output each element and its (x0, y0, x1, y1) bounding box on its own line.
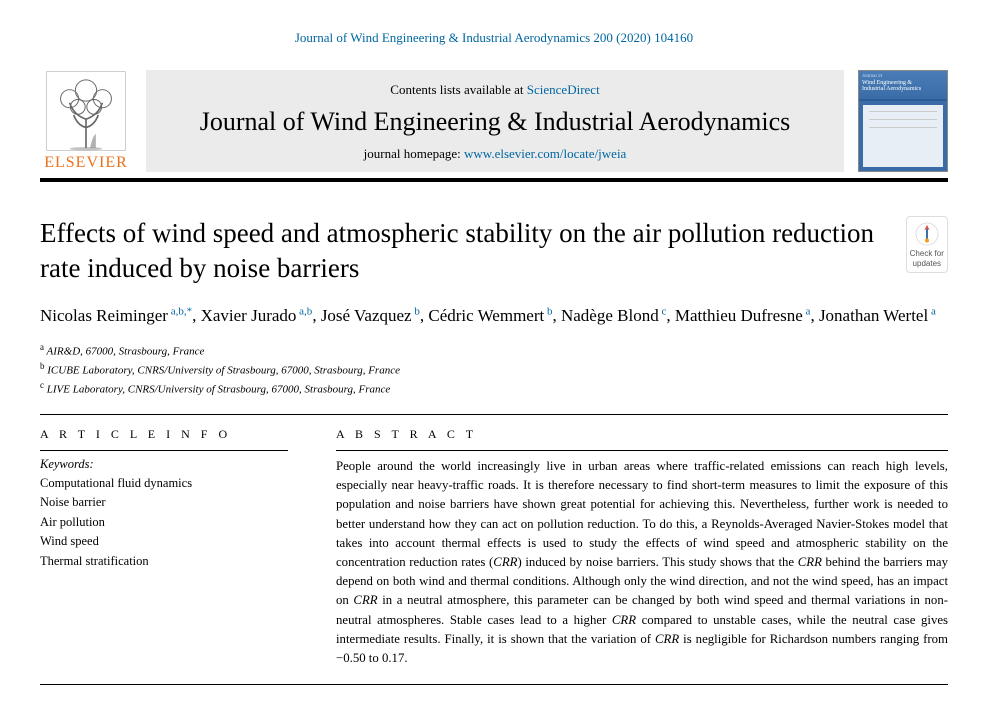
author: Nicolas Reiminger a,b,* (40, 306, 192, 325)
journal-name: Journal of Wind Engineering & Industrial… (156, 107, 834, 137)
citation-header: Journal of Wind Engineering & Industrial… (40, 30, 948, 46)
article-info-column: A R T I C L E I N F O Keywords: Computat… (40, 427, 288, 668)
keywords-label: Keywords: (40, 457, 288, 472)
author: Jonathan Wertel a (819, 306, 936, 325)
journal-homepage-line: journal homepage: www.elsevier.com/locat… (156, 146, 834, 162)
author: Matthieu Dufresne a (675, 306, 811, 325)
masthead: ELSEVIER Contents lists available at Sci… (40, 70, 948, 172)
author: José Vazquez b (321, 306, 420, 325)
keyword: Air pollution (40, 513, 288, 532)
journal-title-box: Contents lists available at ScienceDirec… (146, 70, 844, 172)
abstract-heading: A B S T R A C T (336, 427, 948, 442)
keyword: Thermal stratification (40, 552, 288, 571)
section-rule-bottom (40, 684, 948, 685)
author: Cédric Wemmert b (428, 306, 552, 325)
abstract-rule (336, 450, 948, 451)
publisher-name: ELSEVIER (44, 154, 128, 172)
abstract-text: People around the world increasingly liv… (336, 457, 948, 668)
article-info-heading: A R T I C L E I N F O (40, 427, 288, 442)
citation-link[interactable]: Journal of Wind Engineering & Industrial… (295, 30, 693, 45)
keywords-list: Computational fluid dynamicsNoise barrie… (40, 474, 288, 571)
sciencedirect-link[interactable]: ScienceDirect (527, 82, 600, 97)
author: Xavier Jurado a,b (201, 306, 313, 325)
keyword: Noise barrier (40, 493, 288, 512)
title-row: Effects of wind speed and atmospheric st… (40, 216, 948, 285)
article-title: Effects of wind speed and atmospheric st… (40, 216, 886, 285)
check-updates-badge[interactable]: Check forupdates (906, 216, 948, 273)
info-abstract-row: A R T I C L E I N F O Keywords: Computat… (40, 427, 948, 668)
crossmark-icon (914, 221, 940, 247)
affiliation-list: a AIR&D, 67000, Strasbourg, Franceb ICUB… (40, 341, 948, 398)
abstract-column: A B S T R A C T People around the world … (336, 427, 948, 668)
journal-cover-thumbnail: Journal of Wind Engineering & Industrial… (858, 70, 948, 172)
author-list: Nicolas Reiminger a,b,*, Xavier Jurado a… (40, 303, 948, 329)
keyword: Wind speed (40, 532, 288, 551)
masthead-rule (40, 178, 948, 182)
elsevier-tree-icon (45, 70, 127, 152)
affiliation: b ICUBE Laboratory, CNRS/University of S… (40, 360, 948, 379)
publisher-logo: ELSEVIER (40, 70, 132, 172)
affiliation: a AIR&D, 67000, Strasbourg, France (40, 341, 948, 360)
contents-available-line: Contents lists available at ScienceDirec… (156, 82, 834, 98)
info-rule (40, 450, 288, 451)
section-rule-top (40, 414, 948, 415)
journal-homepage-link[interactable]: www.elsevier.com/locate/jweia (464, 146, 626, 161)
author: Nadège Blond c (561, 306, 666, 325)
affiliation: c LIVE Laboratory, CNRS/University of St… (40, 379, 948, 398)
keyword: Computational fluid dynamics (40, 474, 288, 493)
